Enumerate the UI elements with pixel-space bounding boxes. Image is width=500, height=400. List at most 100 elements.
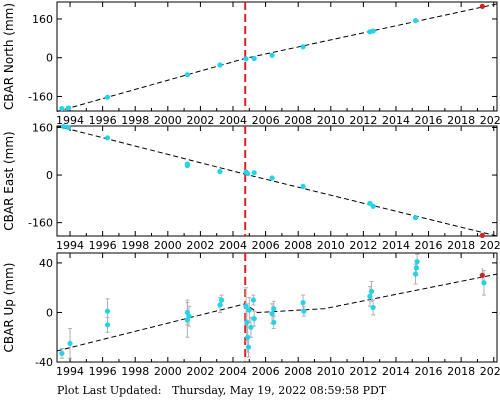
data-point xyxy=(271,319,277,325)
data-point xyxy=(104,322,111,328)
footer-timestamp: Thursday, May 19, 2022 08:59:58 PDT xyxy=(171,384,387,397)
data-point xyxy=(301,308,307,314)
data-point xyxy=(59,105,65,112)
y-tick-label: 40 xyxy=(39,257,53,270)
latest-data-point xyxy=(479,232,485,239)
data-point xyxy=(218,297,225,303)
data-point xyxy=(368,288,375,294)
data-point xyxy=(184,72,190,78)
data-point xyxy=(251,316,257,322)
y-tick-label: 0 xyxy=(46,306,53,319)
x-tick-label: 2006 xyxy=(252,114,280,127)
x-tick-label: 1994 xyxy=(56,114,84,127)
plot-frame xyxy=(56,252,498,363)
footer-label: Plot Last Updated: xyxy=(57,384,162,397)
x-tick-label: 2016 xyxy=(415,365,443,378)
x-tick-label: 2014 xyxy=(382,239,410,252)
x-tick-label: 2006 xyxy=(252,239,280,252)
x-tick-label: 1996 xyxy=(89,365,117,378)
data-point xyxy=(300,183,306,189)
data-point xyxy=(269,175,275,181)
data-point xyxy=(367,293,373,299)
data-point xyxy=(65,105,72,111)
plot-updated-footer: Plot Last Updated: Thursday, May 19, 202… xyxy=(57,384,386,397)
x-tick-label: 2010 xyxy=(317,239,345,252)
x-tick-label: 2012 xyxy=(349,365,377,378)
data-point xyxy=(245,334,251,340)
x-tick-label: 2020 xyxy=(480,365,500,378)
x-tick-label: 1994 xyxy=(56,365,84,378)
x-tick-label: 2004 xyxy=(219,114,247,127)
data-point xyxy=(104,308,111,314)
data-point xyxy=(243,56,249,62)
data-point xyxy=(60,123,67,130)
y-tick-label: 0 xyxy=(46,52,53,65)
data-point xyxy=(251,170,257,176)
y-tick-label: -160 xyxy=(28,90,53,103)
x-tick-label: 2002 xyxy=(186,114,214,127)
x-tick-label: 2008 xyxy=(284,114,312,127)
data-point xyxy=(104,135,111,141)
x-tick-label: 2004 xyxy=(219,365,247,378)
x-tick-label: 2020 xyxy=(480,239,500,252)
x-tick-label: 1998 xyxy=(121,114,149,127)
y-tick-label: 0 xyxy=(46,169,53,182)
data-point xyxy=(370,28,376,34)
x-tick-label: 2004 xyxy=(219,239,247,252)
data-point xyxy=(184,161,190,167)
data-point xyxy=(250,297,256,303)
data-point xyxy=(186,313,192,319)
x-tick-label: 2014 xyxy=(382,365,410,378)
x-tick-label: 1996 xyxy=(89,114,117,127)
data-point xyxy=(217,302,223,308)
x-tick-label: 2018 xyxy=(447,114,475,127)
data-point xyxy=(65,124,72,131)
data-point xyxy=(481,280,487,286)
x-tick-label: 2014 xyxy=(382,114,410,127)
y-tick-label: -160 xyxy=(28,217,53,230)
y-axis-label: CBAR Up (mm) xyxy=(2,263,16,353)
x-tick-label: 1996 xyxy=(89,239,117,252)
x-tick-label: 2008 xyxy=(284,239,312,252)
data-point xyxy=(245,344,252,350)
x-tick-label: 2000 xyxy=(154,239,182,252)
x-tick-label: 2002 xyxy=(186,239,214,252)
y-tick-label: -40 xyxy=(35,356,53,369)
x-tick-label: 1998 xyxy=(121,365,149,378)
x-tick-label: 2002 xyxy=(186,365,214,378)
data-point xyxy=(271,306,277,312)
x-tick-label: 2016 xyxy=(415,239,443,252)
x-tick-label: 2020 xyxy=(480,114,500,127)
x-tick-label: 2018 xyxy=(447,239,475,252)
data-point xyxy=(59,350,65,356)
x-tick-label: 2008 xyxy=(284,365,312,378)
data-point xyxy=(300,44,306,50)
data-point xyxy=(246,307,252,313)
data-point xyxy=(412,214,419,221)
x-tick-label: 1998 xyxy=(121,239,149,252)
data-point xyxy=(245,170,251,177)
data-point xyxy=(243,303,249,309)
data-point xyxy=(251,55,257,62)
x-tick-label: 2006 xyxy=(252,365,280,378)
x-tick-label: 1994 xyxy=(56,239,84,252)
data-point xyxy=(269,311,275,317)
data-point xyxy=(67,340,73,347)
y-tick-label: 160 xyxy=(32,121,53,134)
y-axis-label: CBAR East (mm) xyxy=(2,131,16,230)
x-tick-label: 2016 xyxy=(415,114,443,127)
data-point xyxy=(269,52,275,58)
data-point xyxy=(412,18,419,24)
x-tick-label: 2010 xyxy=(317,365,345,378)
data-point xyxy=(217,168,223,175)
x-tick-label: 2012 xyxy=(349,239,377,252)
data-point xyxy=(104,94,111,100)
data-point xyxy=(370,203,376,209)
y-tick-label: 160 xyxy=(32,13,53,26)
data-point xyxy=(412,271,419,277)
data-point xyxy=(244,319,250,325)
y-axis-label: CBAR North (mm) xyxy=(2,3,16,110)
latest-data-point xyxy=(479,3,485,9)
data-point xyxy=(370,304,376,311)
